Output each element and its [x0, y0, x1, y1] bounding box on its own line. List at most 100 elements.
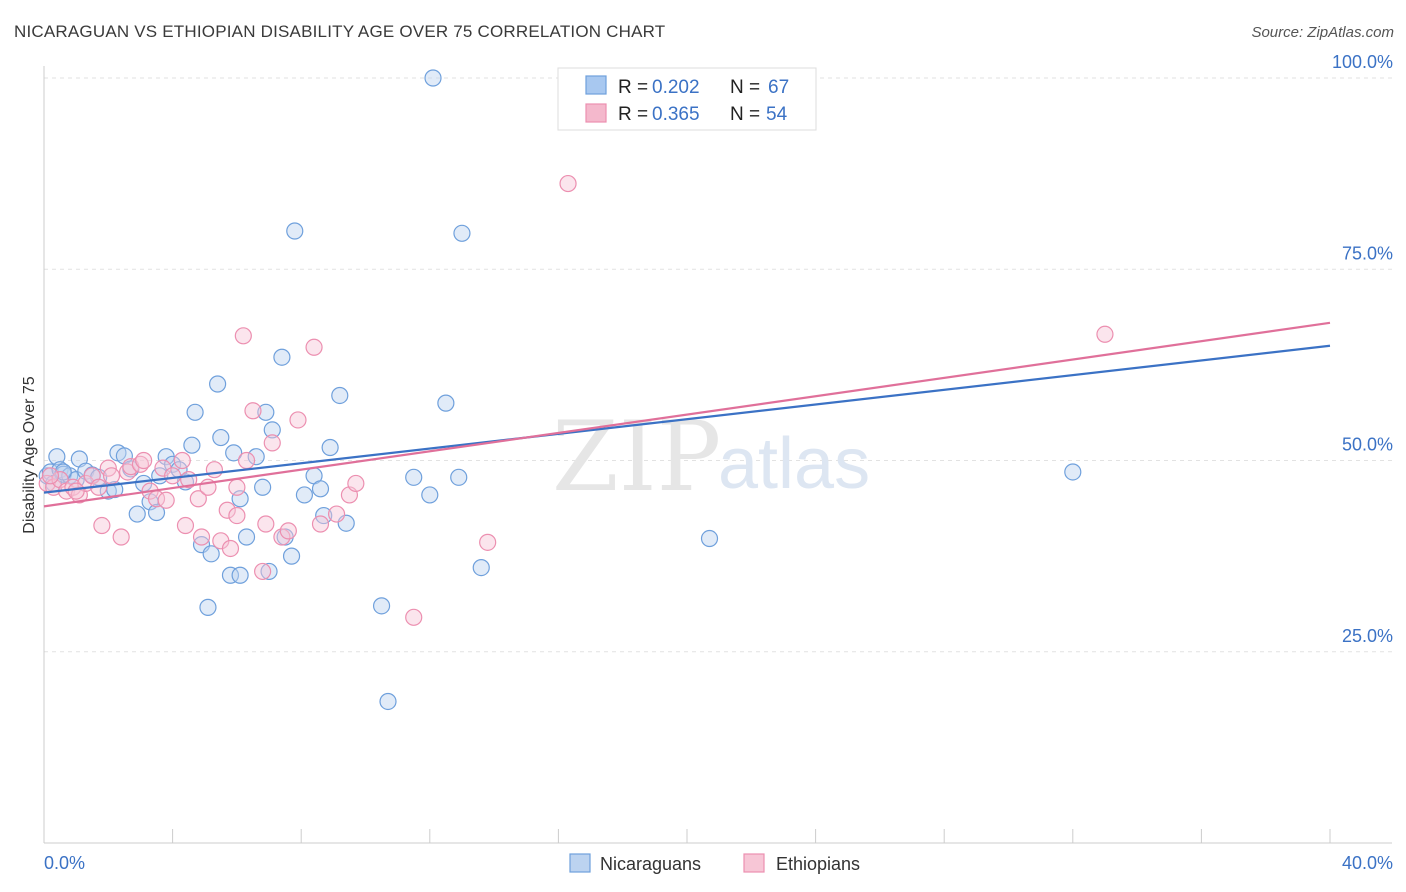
point-nicaraguans — [254, 478, 272, 496]
point-ethiopians — [263, 434, 281, 452]
legend-r-value-2: 0.365 — [652, 104, 700, 125]
point-nicaraguans — [257, 403, 275, 421]
point-ethiopians — [311, 515, 330, 533]
point-nicaraguans — [260, 562, 278, 581]
point-nicaraguans — [51, 461, 69, 479]
points-layer — [38, 69, 1114, 711]
point-ethiopians — [327, 505, 346, 523]
legend-n-label-1: N = — [730, 77, 760, 98]
point-ethiopians — [205, 461, 223, 479]
y-tick-label: 25.0% — [1342, 626, 1393, 646]
point-nicaraguans — [472, 558, 490, 577]
point-ethiopians — [405, 608, 423, 626]
point-ethiopians — [176, 516, 195, 535]
legend-r-value-1: 0.202 — [652, 77, 700, 98]
axes-layer — [43, 66, 1392, 844]
point-nicaraguans — [48, 448, 66, 466]
point-nicaraguans — [202, 545, 220, 563]
point-ethiopians — [228, 478, 246, 496]
point-nicaraguans — [379, 692, 397, 711]
point-ethiopians — [112, 528, 130, 546]
legend-n-label-2: N = — [730, 104, 760, 125]
trend-line-nicaraguans — [43, 344, 1331, 494]
point-nicaraguans — [263, 421, 281, 439]
point-nicaraguans — [700, 529, 719, 548]
point-ethiopians — [157, 491, 175, 509]
y-tick-label: 75.0% — [1342, 243, 1393, 263]
y-tick-label: 50.0% — [1342, 435, 1393, 455]
trend-line-ethiopians — [43, 321, 1331, 508]
watermark-atlas: atlas — [718, 424, 870, 504]
point-nicaraguans — [247, 448, 265, 466]
point-ethiopians — [305, 338, 323, 356]
point-ethiopians — [102, 467, 121, 485]
grid-layer — [44, 77, 1392, 653]
point-nicaraguans — [424, 69, 442, 87]
series-legend-label-ethiopians: Ethiopians — [776, 854, 860, 874]
stats-legend: R = 0.202 N = 67 R = 0.365 N = 54 — [557, 67, 817, 131]
x-tick-label: 0.0% — [44, 853, 85, 873]
series-legend-label-nicaraguans: Nicaraguans — [600, 854, 701, 874]
point-nicaraguans — [231, 566, 249, 584]
point-ethiopians — [1096, 325, 1114, 343]
point-nicaraguans — [186, 403, 204, 421]
point-ethiopians — [279, 522, 297, 540]
point-nicaraguans — [128, 505, 146, 523]
point-ethiopians — [257, 515, 275, 533]
point-nicaraguans — [437, 394, 455, 412]
legend-swatch-ethiopians — [585, 103, 607, 123]
chart-title: NICARAGUAN VS ETHIOPIAN DISABILITY AGE O… — [14, 22, 666, 41]
point-nicaraguans — [237, 528, 256, 546]
point-nicaraguans — [321, 438, 339, 457]
point-ethiopians — [218, 501, 236, 519]
point-ethiopians — [234, 327, 252, 345]
point-ethiopians — [221, 539, 240, 558]
x-tick-label: 40.0% — [1342, 853, 1393, 873]
series-legend-swatch-ethiopians — [743, 853, 765, 873]
point-nicaraguans — [225, 444, 243, 462]
point-nicaraguans — [450, 468, 468, 486]
point-nicaraguans — [421, 486, 439, 504]
tick-labels-layer: 25.0% 50.0% 75.0% 100.0% 0.0% 40.0% — [44, 52, 1393, 873]
legend-r-label-2: R = — [618, 104, 648, 125]
point-ethiopians — [192, 528, 211, 546]
watermark: ZIP atlas — [552, 401, 870, 513]
point-ethiopians — [244, 402, 262, 420]
point-ethiopians — [347, 474, 365, 493]
y-axis-label: Disability Age Over 75 — [21, 376, 38, 534]
legend-r-label-1: R = — [618, 77, 648, 98]
point-ethiopians — [173, 451, 191, 470]
legend-n-value-2: 54 — [766, 104, 788, 125]
point-ethiopians — [559, 174, 577, 193]
legend-swatch-nicaraguans — [585, 75, 607, 95]
point-nicaraguans — [1064, 463, 1082, 481]
point-nicaraguans — [453, 224, 471, 242]
point-ethiopians — [289, 411, 307, 429]
point-ethiopians — [67, 482, 85, 500]
point-nicaraguans — [372, 597, 391, 615]
point-nicaraguans — [212, 428, 230, 447]
point-ethiopians — [254, 562, 272, 581]
point-nicaraguans — [183, 436, 201, 454]
point-ethiopians — [135, 451, 153, 470]
point-nicaraguans — [209, 375, 227, 393]
point-nicaraguans — [311, 480, 330, 498]
trend-lines-layer — [43, 321, 1331, 508]
point-ethiopians — [164, 467, 182, 485]
source-label: Source: ZipAtlas.com — [1251, 24, 1394, 41]
point-ethiopians — [228, 506, 246, 525]
point-ethiopians — [93, 516, 111, 535]
point-nicaraguans — [405, 468, 423, 486]
point-nicaraguans — [282, 547, 301, 565]
point-ethiopians — [189, 490, 207, 508]
point-nicaraguans — [147, 503, 166, 522]
point-nicaraguans — [273, 348, 291, 366]
legend-n-value-1: 67 — [768, 77, 789, 98]
point-nicaraguans — [199, 598, 217, 616]
series-legend: Nicaraguans Ethiopians — [569, 853, 860, 874]
y-tick-label: 100.0% — [1332, 52, 1393, 72]
point-nicaraguans — [221, 566, 240, 584]
point-ethiopians — [479, 533, 497, 551]
point-ethiopians — [41, 467, 60, 485]
